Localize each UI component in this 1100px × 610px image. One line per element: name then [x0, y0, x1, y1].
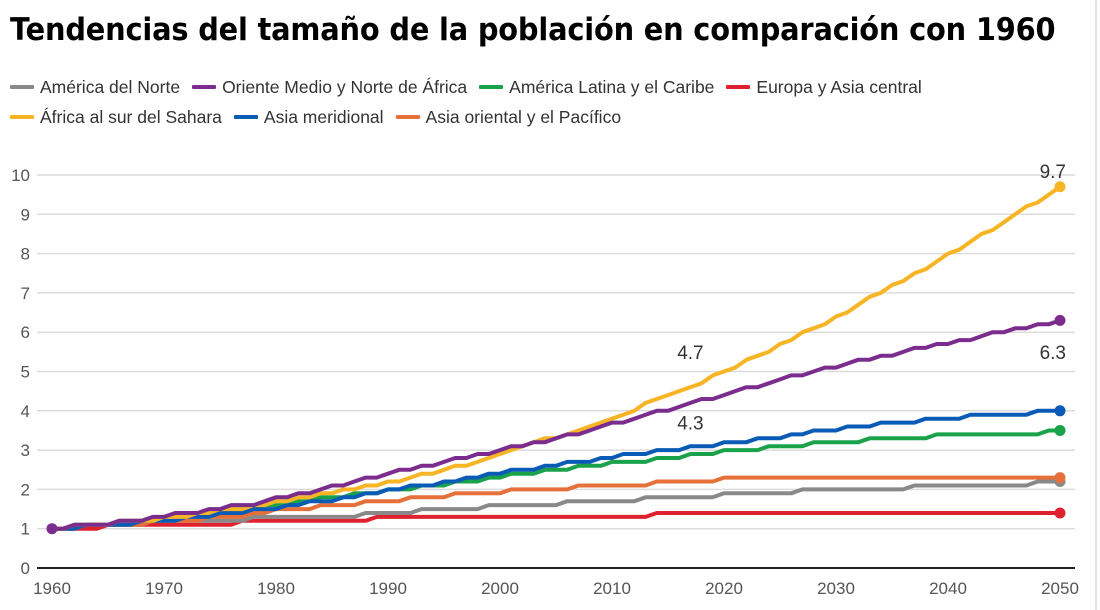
chart-title: Tendencias del tamaño de la población en…: [10, 12, 1056, 48]
legend-swatch-icon: [192, 85, 217, 89]
legend-item-america-latina[interactable]: América Latina y el Caribe: [479, 77, 714, 98]
x-tick-label: 1970: [145, 579, 183, 598]
legend-item-oriente-medio[interactable]: Oriente Medio y Norte de África: [192, 77, 467, 98]
y-tick-label: 8: [21, 245, 30, 264]
series-line-1[interactable]: [50, 318, 1062, 531]
x-tick-label: 2000: [481, 579, 519, 598]
end-marker[interactable]: [1054, 181, 1066, 193]
y-tick-label: 3: [21, 441, 30, 460]
legend-swatch-icon: [10, 115, 34, 119]
end-marker[interactable]: [1054, 405, 1066, 417]
gridlines: [37, 174, 1075, 530]
legend-label: Oriente Medio y Norte de África: [222, 76, 468, 97]
x-tick-label: 2010: [593, 579, 631, 598]
x-tick-label: 2020: [705, 579, 743, 598]
y-tick-label: 10: [11, 166, 30, 185]
legend-swatch-icon: [233, 115, 258, 119]
y-axis-ticks: 0 1 2 3 4 5 6 7 8 9 10: [11, 166, 30, 578]
data-label: 9.7: [1040, 162, 1066, 183]
x-tick-label: 2030: [817, 579, 855, 598]
end-marker[interactable]: [1054, 507, 1066, 519]
x-tick-label: 2050: [1041, 579, 1079, 598]
series-line-0[interactable]: [50, 479, 1062, 531]
data-label: 4.3: [677, 414, 703, 435]
series-line-5[interactable]: [50, 408, 1062, 531]
y-tick-label: 4: [21, 402, 30, 421]
legend-item-europa-asia-central[interactable]: Europa y Asia central: [726, 76, 922, 98]
x-axis-ticks: 1960 1970 1980 1990 2000 2010 2020 2030 2040 2050: [33, 579, 1079, 598]
legend-swatch-icon: [726, 85, 751, 89]
legend-label: América del Norte: [40, 76, 181, 97]
legend-row-2: África al sur del Sahara Asia meridional…: [10, 102, 1090, 132]
end-marker[interactable]: [1054, 472, 1066, 484]
series-end-markers: [46, 181, 1066, 535]
end-marker[interactable]: [1054, 424, 1066, 436]
legend-label: Asia oriental y el Pacífico: [425, 106, 622, 127]
y-tick-label: 7: [21, 284, 30, 303]
legend: América del Norte Oriente Medio y Norte …: [10, 72, 1090, 132]
legend-item-asia-meridional[interactable]: Asia meridional: [233, 106, 384, 128]
legend-label: África al sur del Sahara: [40, 106, 222, 127]
series-line-3[interactable]: [50, 511, 1062, 531]
y-tick-label: 5: [21, 363, 30, 382]
legend-swatch-icon: [395, 115, 420, 119]
end-marker[interactable]: [1054, 314, 1066, 326]
legend-swatch-icon: [479, 85, 504, 89]
y-tick-label: 1: [21, 520, 30, 539]
legend-label: América Latina y el Caribe: [509, 76, 715, 97]
legend-item-america-del-norte[interactable]: América del Norte: [10, 77, 180, 98]
legend-label: Asia meridional: [263, 106, 384, 127]
x-tick-label: 1980: [257, 579, 295, 598]
data-label: 6.3: [1040, 343, 1066, 364]
x-tick-label: 1990: [369, 579, 407, 598]
x-tick-label: 1960: [33, 579, 71, 598]
y-tick-label: 6: [21, 323, 30, 342]
legend-swatch-icon: [10, 85, 34, 89]
y-tick-label: 0: [21, 559, 30, 578]
start-marker[interactable]: [46, 523, 58, 535]
legend-row-1: América del Norte Oriente Medio y Norte …: [10, 72, 1090, 102]
y-tick-label: 2: [21, 480, 30, 499]
x-tick-label: 2040: [929, 579, 967, 598]
legend-item-africa-sur-sahara[interactable]: África al sur del Sahara: [10, 107, 222, 128]
y-tick-label: 9: [21, 205, 30, 224]
legend-item-asia-oriental[interactable]: Asia oriental y el Pacífico: [395, 106, 622, 128]
data-labels: 4.7 4.3 9.7 6.3: [677, 162, 1066, 435]
legend-label: Europa y Asia central: [756, 76, 922, 97]
series-lines: [50, 184, 1062, 531]
data-label: 4.7: [677, 343, 703, 364]
series-line-6[interactable]: [50, 475, 1062, 531]
